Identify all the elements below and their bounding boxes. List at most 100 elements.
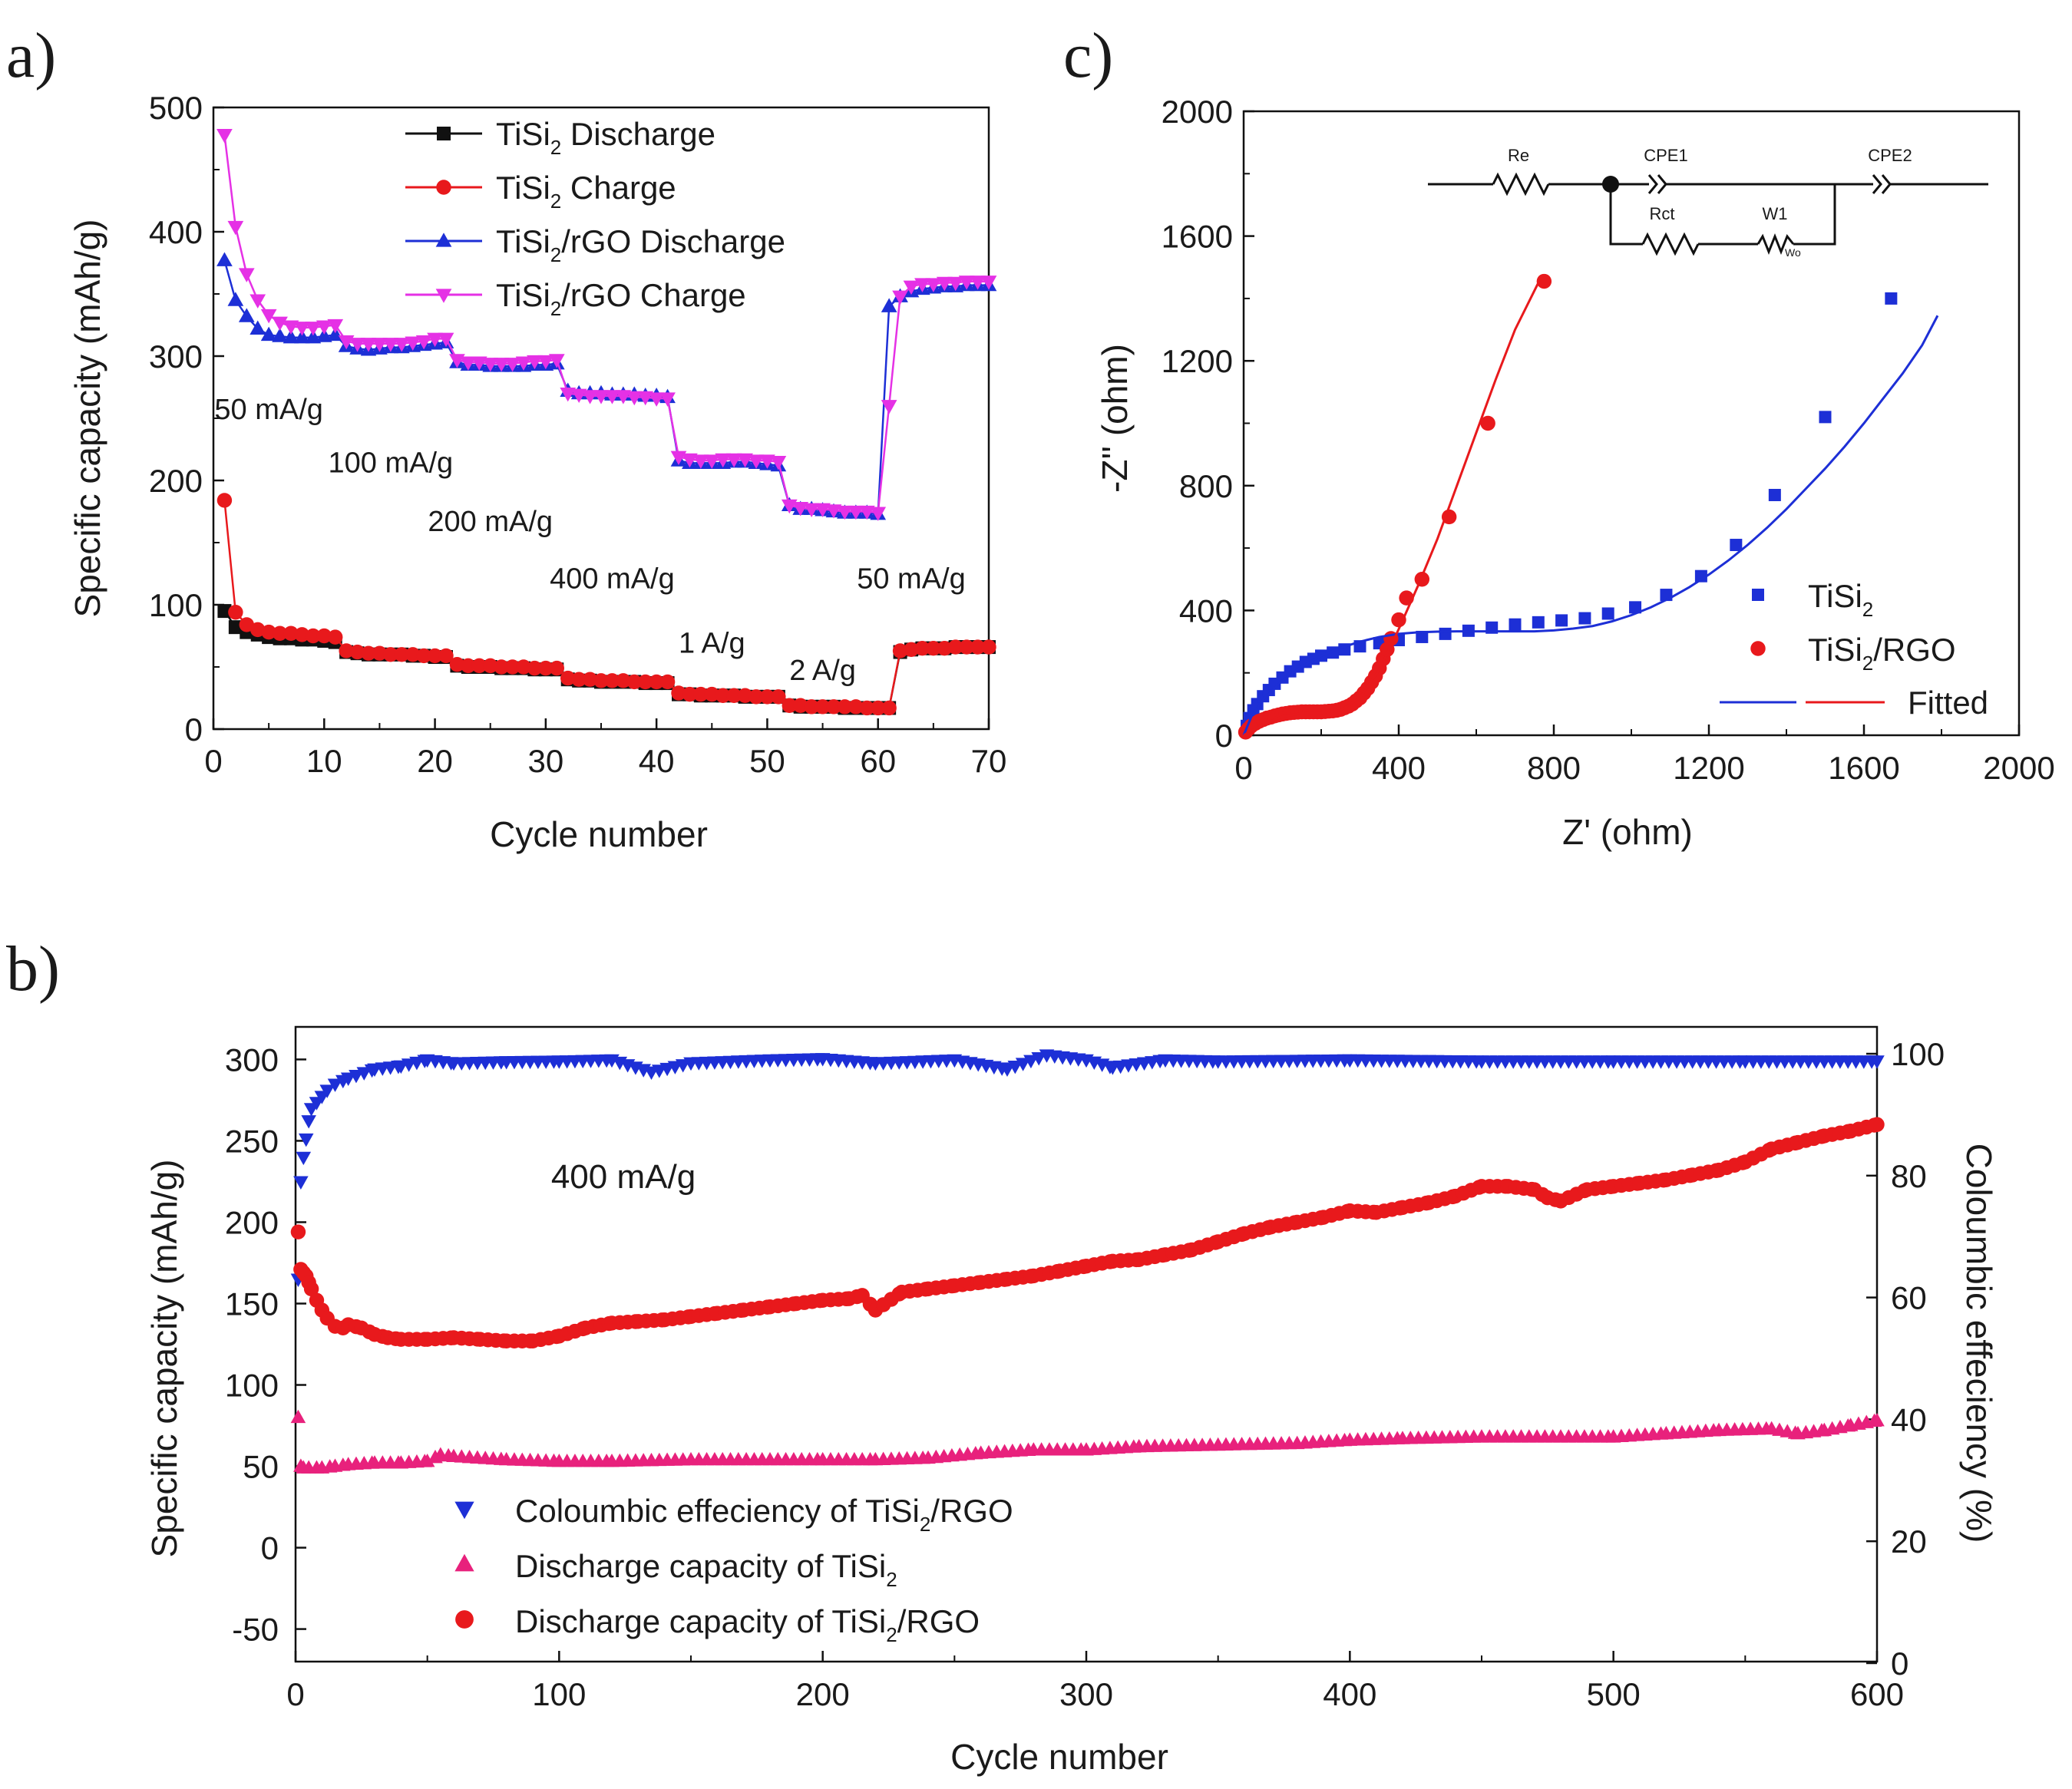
chart-a-point — [959, 639, 974, 655]
chart-a-point — [825, 504, 842, 519]
chart-a-point — [372, 645, 388, 661]
chart-c-point — [1509, 618, 1522, 631]
chart-a-point — [471, 658, 487, 674]
chart-a-point — [494, 659, 509, 675]
chart-a-point — [770, 456, 787, 470]
chart-a-rate-label: 50 mA/g — [857, 563, 966, 595]
chart-b-point — [1007, 1060, 1023, 1074]
chart-a-xtick-label: 0 — [204, 743, 222, 779]
chart-a-legend-marker — [435, 289, 452, 303]
chart-a-point — [947, 639, 963, 655]
chart-a-point — [260, 326, 277, 342]
chart-c-legend-label: TiSi2/RGO — [1808, 632, 1956, 675]
chart-b-point — [290, 1224, 306, 1239]
chart-b-point — [1023, 1055, 1039, 1069]
circuit-cpe1-a — [1647, 174, 1658, 194]
chart-a-point — [349, 644, 365, 660]
chart-a-rate-label: 100 mA/g — [329, 447, 454, 480]
chart-b-legend-marker — [454, 1501, 474, 1520]
chart-a-point — [461, 658, 476, 674]
chart-b-xtick-label: 500 — [1587, 1676, 1641, 1712]
chart-b-point — [293, 1176, 309, 1190]
chart-c-point — [1730, 539, 1743, 552]
chart-a-point — [837, 699, 853, 715]
circuit-resistor-rct — [1641, 232, 1700, 256]
circuit-label-cpe2: CPE2 — [1868, 146, 1912, 165]
chart-b-legend-label: Discharge capacity of TiSi2/RGO — [515, 1603, 980, 1646]
chart-b-point — [1869, 1055, 1885, 1069]
chart-a-point — [937, 640, 953, 656]
chart-b-ytick-label: 150 — [225, 1286, 279, 1322]
chart-a-ytick-label: 200 — [149, 463, 203, 499]
chart-a-point — [626, 674, 643, 690]
chart-a-ytick-label: 0 — [185, 711, 203, 748]
chart-a-point — [848, 505, 864, 520]
panel-label-b: b) — [6, 933, 60, 1005]
circuit-label-re: Re — [1508, 146, 1529, 165]
chart-a-point — [527, 660, 543, 676]
chart-a-point — [305, 322, 322, 336]
chart-c-point — [1532, 616, 1545, 629]
chart-b-legend-label: Discharge capacity of TiSi2 — [515, 1548, 897, 1591]
chart-b-legend-label: Coloumbic effeciency of TiSi2/RGO — [515, 1493, 1013, 1536]
chart-a-point — [748, 454, 765, 469]
chart-a-point — [881, 298, 897, 312]
chart-a-point — [394, 647, 410, 662]
chart-a-xtick-label: 30 — [527, 743, 563, 779]
chart-b-legend-marker — [454, 1553, 474, 1572]
chart-c-point — [1694, 569, 1707, 583]
chart-a-point — [283, 625, 299, 641]
chart-a-point — [227, 292, 244, 306]
chart-a-series-line — [223, 134, 989, 514]
chart-b-xtick-label: 200 — [796, 1676, 850, 1712]
chart-a-point — [228, 620, 243, 635]
chart-a-xtick-label: 20 — [417, 743, 453, 779]
chart-a-point — [216, 493, 233, 508]
chart-b-ytick-label: 250 — [225, 1123, 279, 1159]
chart-a-point — [936, 276, 953, 292]
chart-a-xtick-label: 10 — [306, 743, 342, 779]
chart-a-ytick-label: 300 — [149, 338, 203, 375]
chart-a-point — [327, 319, 344, 334]
chart-a-point — [272, 328, 288, 342]
chart-a-legend-label: TiSi2/rGO Charge — [496, 277, 746, 320]
chart-b-xtick-label: 300 — [1059, 1676, 1113, 1712]
chart-a-point — [382, 338, 399, 352]
chart-c-legend-marker — [1750, 641, 1766, 656]
chart-c-point — [1885, 292, 1898, 305]
chart-a-point — [294, 322, 310, 336]
chart-a-rate-label: 400 mA/g — [550, 563, 675, 595]
chart-a-point — [837, 505, 853, 520]
chart-c-point — [1578, 612, 1591, 625]
chart-a-point — [283, 328, 299, 344]
chart-b-point — [340, 1072, 356, 1086]
chart-a-point — [261, 624, 276, 640]
chart-c-xtick-label: 2000 — [1983, 750, 2054, 786]
circuit-cpe2-b — [1881, 174, 1892, 194]
chart-a-point — [449, 657, 465, 672]
chart-a-point — [648, 392, 665, 407]
chart-a-series-0 — [217, 604, 996, 715]
chart-a-legend-marker — [436, 180, 451, 195]
chart-b-point — [319, 1084, 335, 1098]
chart-b-xtick-label: 100 — [532, 1676, 586, 1712]
chart-a-point — [759, 689, 775, 705]
chart-a-point — [272, 625, 288, 641]
chart-b-xlabel: Cycle number — [950, 1737, 1168, 1777]
chart-b-point — [1869, 1412, 1885, 1427]
chart-a-point — [493, 358, 510, 372]
chart-a-point — [216, 128, 233, 144]
chart-a-point — [306, 628, 321, 644]
chart-a-point — [737, 453, 753, 468]
chart-a-point — [870, 700, 886, 716]
chart-a-point — [881, 400, 897, 414]
panel-label-c: c) — [1063, 20, 1113, 91]
chart-a-point — [782, 698, 798, 713]
chart-c-legend-label: Fitted — [1908, 685, 1988, 721]
chart-a-series-3 — [216, 128, 997, 521]
chart-a-point — [360, 338, 377, 352]
chart-a-point — [715, 688, 731, 703]
chart-a-point — [405, 647, 421, 662]
chart-a-point — [858, 505, 875, 520]
chart-a-xtick-label: 50 — [749, 743, 785, 779]
